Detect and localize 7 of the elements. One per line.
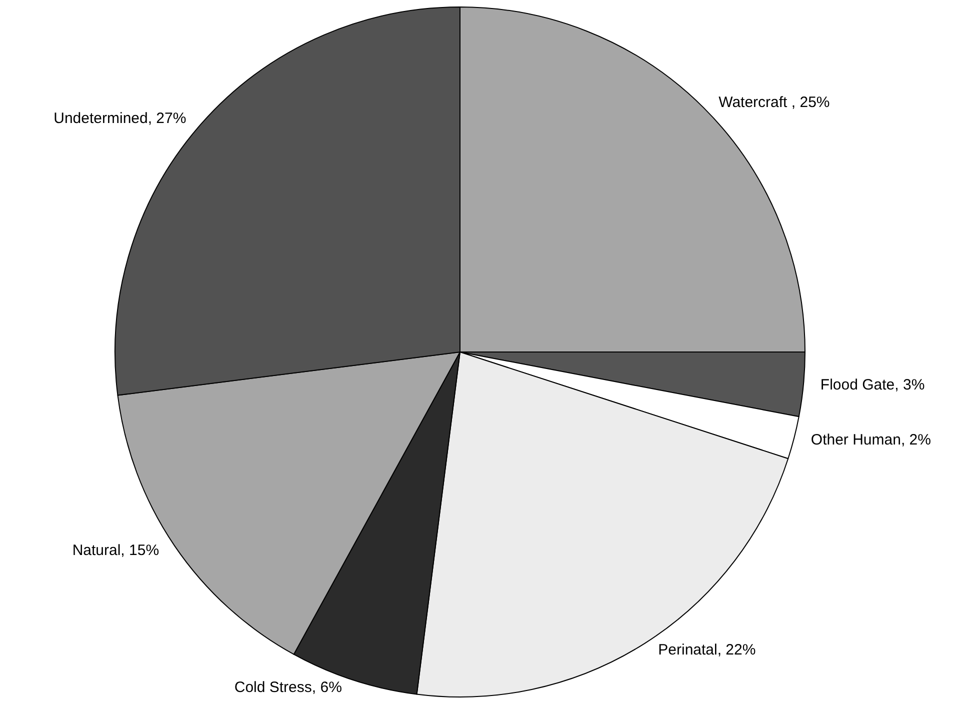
slice-label: Watercraft , 25%: [718, 94, 830, 111]
slice-label: Other Human, 2%: [810, 431, 931, 448]
slice-label: Undetermined, 27%: [54, 110, 186, 128]
slice-label: Cold Stress, 6%: [234, 679, 342, 696]
slice-label: Perinatal, 22%: [658, 642, 756, 659]
slice-label: Flood Gate, 3%: [820, 376, 925, 394]
slice-label: Natural, 15%: [72, 542, 160, 559]
